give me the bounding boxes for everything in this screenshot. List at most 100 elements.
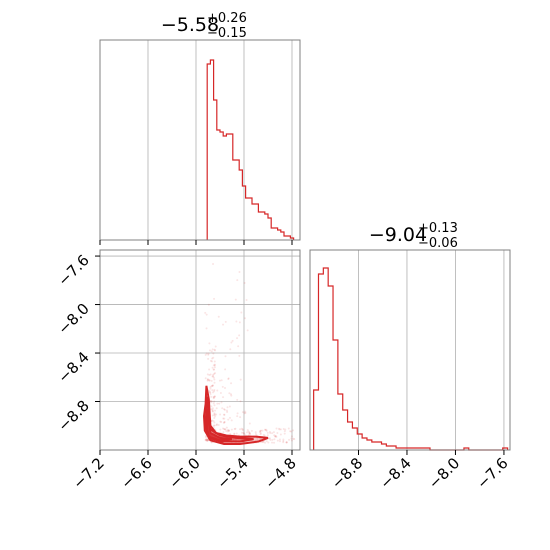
scatter-point — [262, 433, 265, 436]
scatter-point — [209, 401, 212, 404]
scatter-point — [216, 402, 219, 405]
scatter-point — [210, 441, 213, 444]
joint-y-tick-label: −8.8 — [54, 397, 92, 435]
scatter-point — [223, 408, 226, 411]
scatter-point — [278, 438, 281, 441]
scatter-point — [228, 429, 231, 432]
marginal-y-frame — [309, 249, 511, 451]
scatter-point — [225, 409, 228, 412]
scatter-point — [256, 437, 259, 440]
scatter-point — [221, 407, 224, 410]
scatter-point — [221, 427, 224, 430]
joint-y-tick-label: −8.4 — [54, 348, 92, 386]
scatter-point — [241, 429, 244, 432]
scatter-point — [213, 424, 216, 427]
scatter-point — [273, 434, 276, 437]
scatter-point — [212, 396, 215, 399]
scatter-point — [227, 429, 230, 432]
scatter-point — [210, 379, 213, 382]
scatter-point — [259, 431, 262, 434]
scatter-point — [240, 431, 243, 434]
scatter-point — [223, 417, 226, 420]
scatter-point — [285, 441, 288, 444]
scatter-point — [224, 320, 227, 323]
scatter-point — [206, 379, 209, 382]
scatter-point — [241, 428, 244, 431]
scatter-point — [233, 428, 236, 431]
scatter-point — [242, 432, 245, 435]
scatter-point — [212, 420, 215, 423]
scatter-point — [243, 282, 246, 285]
marginal-x-title-lower: −0.15 — [207, 26, 247, 41]
scatter-point — [214, 409, 217, 412]
scatter-point — [233, 432, 236, 435]
scatter-point — [226, 429, 229, 432]
scatter-point — [213, 417, 216, 420]
scatter-point — [208, 379, 211, 382]
scatter-point — [277, 427, 280, 430]
scatter-point — [215, 423, 218, 426]
scatter-point — [222, 417, 225, 420]
joint-x-tick-label: −6.0 — [165, 454, 203, 492]
scatter-point — [224, 368, 227, 371]
scatter-point — [235, 320, 238, 323]
scatter-point — [208, 349, 211, 352]
scatter-point — [213, 395, 216, 398]
joint-y-tick-label: −8.0 — [54, 300, 92, 338]
scatter-point — [235, 432, 238, 435]
scatter-point — [208, 390, 211, 393]
scatter-point — [290, 439, 293, 442]
scatter-point — [278, 428, 281, 431]
marginal-y-tick-label: −8.8 — [328, 454, 366, 492]
scatter-point — [261, 440, 264, 443]
scatter-point — [223, 413, 226, 416]
scatter-point — [236, 279, 239, 282]
scatter-point — [285, 441, 288, 444]
scatter-point — [290, 435, 293, 438]
scatter-point — [237, 345, 240, 348]
scatter-point — [215, 407, 218, 410]
scatter-point — [204, 438, 207, 441]
scatter-point — [216, 389, 219, 392]
scatter-point — [210, 350, 213, 353]
joint-x-tick-label: −4.8 — [261, 454, 299, 492]
scatter-point — [292, 429, 295, 432]
scatter-point — [213, 348, 216, 351]
scatter-point — [213, 368, 216, 371]
marginal-histogram-x: −5.58 +0.26 −0.15 — [99, 11, 301, 245]
scatter-point — [212, 373, 215, 376]
joint-x-tick-label: −5.4 — [213, 454, 251, 492]
scatter-point — [271, 438, 274, 441]
scatter-point — [207, 439, 210, 442]
scatter-point — [226, 411, 229, 414]
scatter-point — [260, 429, 263, 432]
scatter-point — [224, 386, 227, 389]
scatter-point — [210, 395, 213, 398]
scatter-point — [234, 438, 237, 441]
scatter-point — [285, 441, 288, 444]
scatter-point — [212, 397, 215, 400]
scatter-point — [225, 426, 228, 429]
scatter-point — [208, 391, 211, 394]
scatter-point — [213, 378, 216, 381]
joint-x-tick-label: −7.2 — [69, 454, 107, 492]
scatter-point — [238, 321, 241, 324]
scatter-point — [278, 440, 281, 443]
scatter-point — [209, 399, 212, 402]
scatter-point — [264, 428, 267, 431]
scatter-point — [222, 396, 225, 399]
marginal-x-ticks — [99, 240, 293, 245]
scatter-point — [226, 430, 229, 433]
scatter-point — [206, 439, 209, 442]
scatter-point — [246, 329, 249, 332]
scatter-point — [211, 348, 214, 351]
scatter-point — [236, 415, 239, 418]
scatter-point — [259, 437, 262, 440]
scatter-point — [213, 413, 216, 416]
scatter-point — [243, 412, 246, 415]
marginal-y-title-lower: −0.06 — [418, 236, 458, 251]
marginal-y-tick-label: −8.0 — [425, 454, 463, 492]
scatter-point — [211, 384, 214, 387]
scatter-point — [268, 430, 271, 433]
scatter-point — [289, 430, 292, 433]
